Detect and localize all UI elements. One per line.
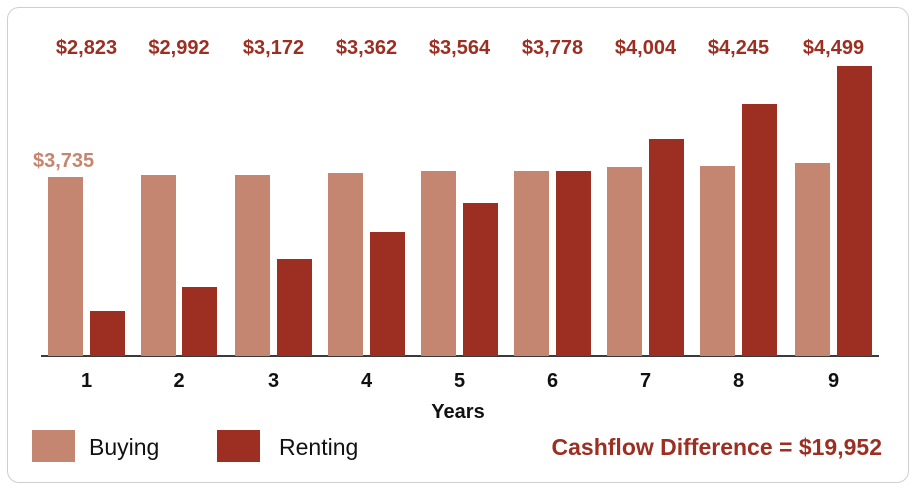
legend-swatch-buying bbox=[32, 430, 75, 462]
bar-renting-year-9 bbox=[837, 66, 872, 356]
renting-value-label: $2,992 bbox=[148, 37, 210, 59]
renting-value-label: $3,564 bbox=[428, 37, 491, 59]
renting-value-label: $2,823 bbox=[55, 37, 118, 59]
x-tick-label: 9 bbox=[827, 370, 840, 392]
bar-buying-year-7 bbox=[607, 167, 642, 356]
bar-buying-year-5 bbox=[421, 171, 456, 356]
bar-renting-year-2 bbox=[182, 287, 217, 356]
bar-renting-year-1 bbox=[90, 311, 125, 356]
legend-label-buying: Buying bbox=[89, 434, 160, 460]
renting-value-label: $3,172 bbox=[242, 37, 305, 59]
bar-renting-year-3 bbox=[277, 259, 312, 356]
bar-renting-year-5 bbox=[463, 203, 498, 356]
x-tick-label: 4 bbox=[360, 370, 373, 392]
legend-swatch-renting bbox=[217, 430, 260, 462]
x-tick-label: 8 bbox=[732, 370, 745, 392]
buying-value-label: $3,735 bbox=[33, 150, 95, 172]
x-tick-label: 5 bbox=[453, 370, 466, 392]
x-axis-line bbox=[41, 355, 879, 357]
bar-renting-year-7 bbox=[649, 139, 684, 356]
bar-buying-year-1 bbox=[48, 177, 83, 356]
renting-value-label: $4,245 bbox=[707, 37, 770, 59]
x-axis-title: Years bbox=[431, 401, 485, 423]
renting-value-label: $3,778 bbox=[521, 37, 584, 59]
cashflow-difference: Cashflow Difference = $19,952 bbox=[551, 434, 882, 460]
bar-buying-year-3 bbox=[235, 175, 270, 356]
bar-buying-year-9 bbox=[795, 163, 830, 356]
chart-card bbox=[7, 7, 909, 483]
x-tick-label: 3 bbox=[267, 370, 280, 392]
bar-renting-year-4 bbox=[370, 232, 405, 356]
bar-renting-year-6 bbox=[556, 171, 591, 356]
bar-buying-year-4 bbox=[328, 173, 363, 356]
renting-value-label: $3,362 bbox=[335, 37, 398, 59]
bar-buying-year-6 bbox=[514, 171, 549, 356]
bar-renting-year-8 bbox=[742, 104, 777, 356]
x-tick-label: 1 bbox=[80, 370, 93, 392]
x-tick-label: 7 bbox=[639, 370, 652, 392]
bar-buying-year-8 bbox=[700, 166, 735, 356]
legend-label-renting: Renting bbox=[279, 434, 359, 460]
renting-value-label: $4,004 bbox=[614, 37, 677, 59]
bar-buying-year-2 bbox=[141, 175, 176, 356]
x-tick-label: 6 bbox=[546, 370, 559, 392]
x-tick-label: 2 bbox=[173, 370, 185, 392]
renting-value-label: $4,499 bbox=[802, 37, 865, 59]
